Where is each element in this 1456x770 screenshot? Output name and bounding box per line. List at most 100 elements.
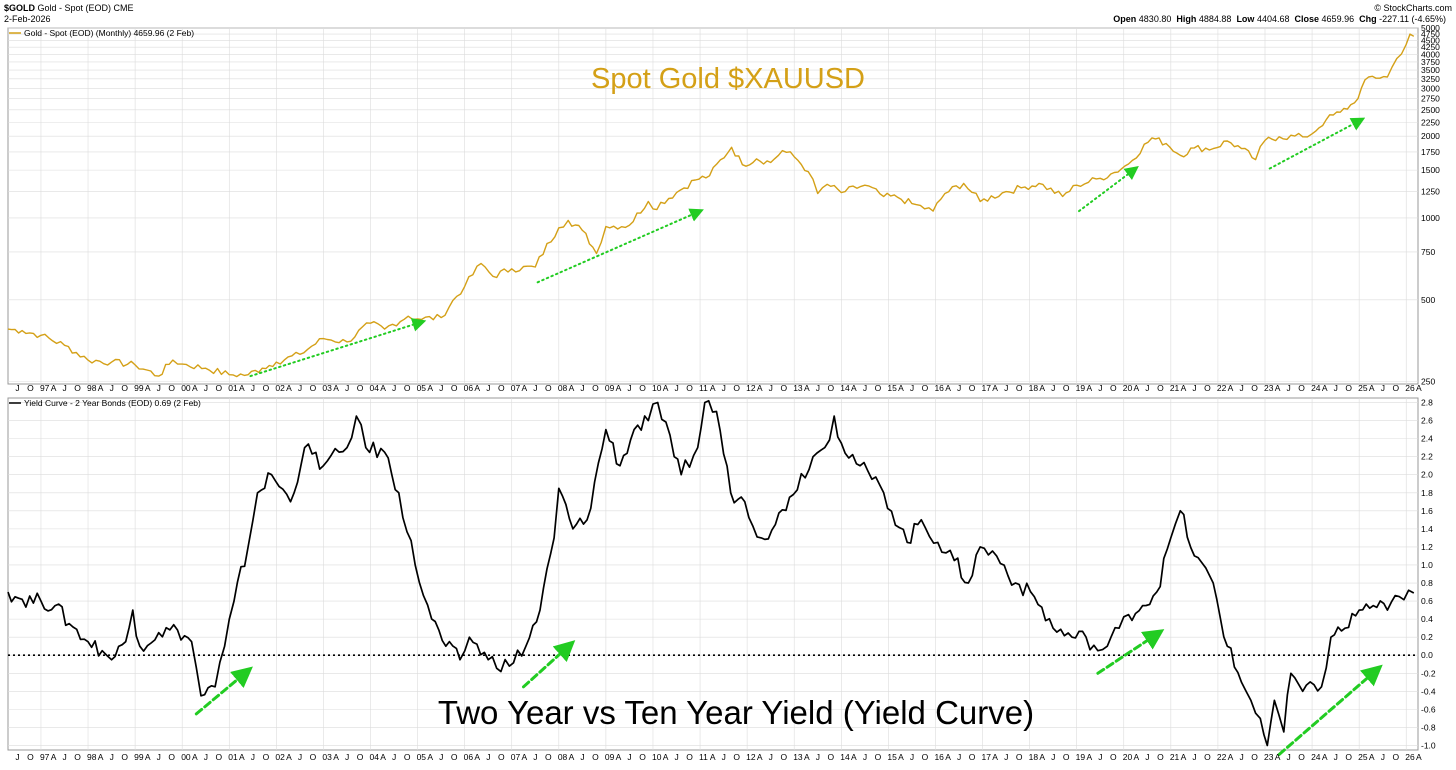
- x-year-label: 15: [887, 383, 897, 393]
- y-tick-label: 500: [1421, 295, 1435, 305]
- x-month-label: O: [780, 752, 787, 762]
- x-month-label: A: [1369, 752, 1375, 762]
- x-month-label: J: [722, 752, 726, 762]
- x-month-label: O: [1298, 752, 1305, 762]
- x-month-label: O: [404, 383, 411, 393]
- x-year-label: 17: [982, 752, 992, 762]
- x-month-label: A: [1228, 383, 1234, 393]
- x-month-label: O: [922, 752, 929, 762]
- x-year-label: 06: [464, 383, 474, 393]
- x-month-label: J: [439, 383, 443, 393]
- x-month-label: J: [15, 383, 19, 393]
- x-year-label: 19: [1076, 752, 1086, 762]
- x-year-label: 07: [511, 383, 521, 393]
- x-month-label: O: [1392, 752, 1399, 762]
- x-year-label: 97: [40, 752, 50, 762]
- x-month-label: A: [1416, 752, 1422, 762]
- yield-curve-line: [7, 399, 1415, 747]
- x-month-label: O: [1063, 383, 1070, 393]
- stockcharts-brand: © StockCharts.com: [1374, 3, 1452, 13]
- x-year-label: 24: [1311, 383, 1321, 393]
- y-tick-label: -1.0: [1421, 740, 1436, 750]
- x-month-label: A: [1039, 383, 1045, 393]
- x-month-label: J: [769, 383, 773, 393]
- y-tick-label: 0.8: [1421, 578, 1433, 588]
- x-month-label: A: [992, 752, 998, 762]
- x-month-label: A: [522, 383, 528, 393]
- x-month-label: J: [910, 752, 914, 762]
- y-tick-label: 2000: [1421, 131, 1440, 141]
- x-month-label: O: [215, 752, 222, 762]
- x-month-label: J: [1192, 752, 1196, 762]
- x-month-label: A: [945, 752, 951, 762]
- x-year-label: 20: [1123, 752, 1133, 762]
- x-month-label: O: [27, 383, 34, 393]
- x-month-label: J: [1334, 383, 1338, 393]
- x-month-label: J: [392, 752, 396, 762]
- y-tick-label: 1250: [1421, 187, 1440, 197]
- x-year-label: 13: [793, 752, 803, 762]
- x-year-label: 14: [840, 752, 850, 762]
- x-year-label: 12: [746, 752, 756, 762]
- x-month-label: A: [1181, 752, 1187, 762]
- x-month-label: J: [816, 383, 820, 393]
- x-month-label: O: [1345, 383, 1352, 393]
- y-tick-label: 4750: [1421, 29, 1440, 39]
- x-month-label: A: [663, 383, 669, 393]
- x-month-label: O: [828, 752, 835, 762]
- x-year-label: 21: [1170, 752, 1180, 762]
- x-month-label: A: [51, 752, 57, 762]
- x-month-label: O: [404, 752, 411, 762]
- yield-annotation: Two Year vs Ten Year Yield (Yield Curve): [438, 694, 1034, 731]
- x-month-label: O: [74, 752, 81, 762]
- open-label: Open: [1113, 14, 1137, 24]
- x-year-label: 20: [1123, 383, 1133, 393]
- x-month-label: O: [1016, 383, 1023, 393]
- y-tick-label: 2.0: [1421, 470, 1433, 480]
- trend-arrow-7: [1277, 664, 1383, 757]
- trend-arrow-0: [249, 318, 427, 378]
- x-year-label: 97: [40, 383, 50, 393]
- x-month-label: A: [710, 383, 716, 393]
- x-month-label: J: [1004, 752, 1008, 762]
- x-month-label: J: [1334, 752, 1338, 762]
- y-tick-label: 0.2: [1421, 632, 1433, 642]
- y-tick-label: 2.8: [1421, 398, 1433, 408]
- trend-arrow-3: [1268, 117, 1366, 170]
- x-month-label: J: [157, 383, 161, 393]
- x-month-label: J: [1098, 752, 1102, 762]
- x-month-label: O: [121, 383, 128, 393]
- x-month-label: O: [357, 752, 364, 762]
- x-month-label: O: [592, 752, 599, 762]
- gold-annotation: Spot Gold $XAUUSD: [591, 63, 865, 95]
- y-tick-label: -0.6: [1421, 704, 1436, 714]
- x-month-label: J: [863, 383, 867, 393]
- y-tick-label: 1000: [1421, 213, 1440, 223]
- x-year-label: 98: [87, 752, 97, 762]
- x-month-label: J: [1004, 383, 1008, 393]
- x-month-label: A: [286, 383, 292, 393]
- x-year-label: 13: [793, 383, 803, 393]
- y-tick-label: 3750: [1421, 57, 1440, 67]
- x-month-label: J: [62, 383, 66, 393]
- y-tick-label: 4250: [1421, 42, 1440, 52]
- y-tick-label: 1.6: [1421, 506, 1433, 516]
- gold-legend: Gold - Spot (EOD) (Monthly) 4659.96 (2 F…: [24, 28, 194, 38]
- x-month-label: O: [74, 383, 81, 393]
- x-month-label: A: [1416, 383, 1422, 393]
- x-month-label: A: [1039, 752, 1045, 762]
- x-month-label: A: [145, 752, 151, 762]
- x-month-label: A: [898, 383, 904, 393]
- x-year-label: 26: [1405, 383, 1415, 393]
- x-month-label: A: [1228, 752, 1234, 762]
- x-month-label: A: [757, 383, 763, 393]
- x-month-label: J: [533, 752, 537, 762]
- y-tick-label: 2500: [1421, 105, 1440, 115]
- x-month-label: O: [498, 752, 505, 762]
- x-month-label: J: [439, 752, 443, 762]
- x-month-label: J: [345, 383, 349, 393]
- x-year-label: 15: [887, 752, 897, 762]
- x-year-label: 08: [558, 752, 568, 762]
- x-year-label: 09: [605, 752, 615, 762]
- x-month-label: J: [1051, 752, 1055, 762]
